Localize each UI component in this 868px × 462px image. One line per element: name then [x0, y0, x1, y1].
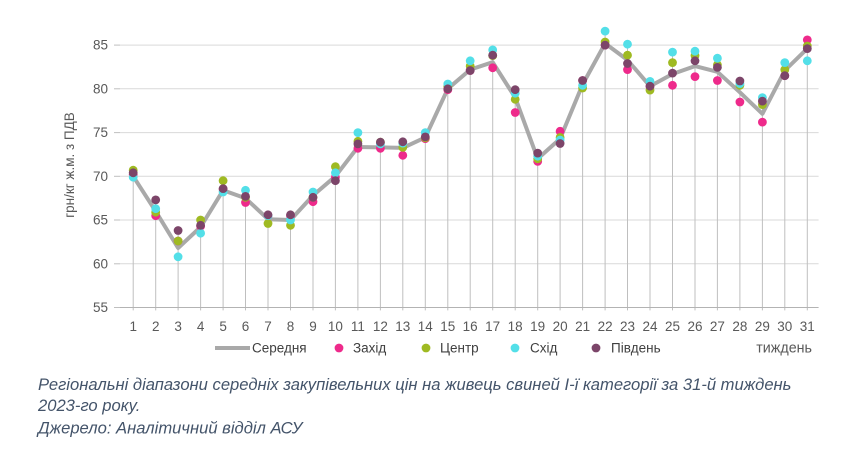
svg-text:грн/кг ж.м. з ПДВ: грн/кг ж.м. з ПДВ [62, 112, 77, 218]
svg-text:26: 26 [687, 319, 702, 334]
svg-text:28: 28 [732, 319, 747, 334]
svg-text:13: 13 [395, 319, 410, 334]
svg-text:14: 14 [418, 319, 434, 334]
svg-text:19: 19 [530, 319, 545, 334]
svg-text:2: 2 [152, 319, 160, 334]
svg-text:16: 16 [463, 319, 478, 334]
svg-text:29: 29 [755, 319, 770, 334]
svg-text:25: 25 [665, 319, 680, 334]
svg-text:23: 23 [620, 319, 635, 334]
svg-text:31: 31 [800, 319, 815, 334]
svg-text:27: 27 [710, 319, 725, 334]
svg-text:65: 65 [93, 213, 108, 228]
svg-text:3: 3 [174, 319, 182, 334]
svg-text:Захід: Захід [353, 341, 386, 356]
svg-text:12: 12 [373, 319, 388, 334]
svg-text:6: 6 [242, 319, 250, 334]
svg-text:60: 60 [93, 256, 108, 271]
svg-text:11: 11 [351, 319, 365, 334]
svg-text:Центр: Центр [440, 341, 479, 356]
svg-text:9: 9 [309, 319, 317, 334]
svg-text:24: 24 [642, 319, 658, 334]
svg-text:Середня: Середня [252, 341, 307, 356]
svg-text:75: 75 [93, 125, 108, 140]
svg-text:5: 5 [219, 319, 227, 334]
svg-text:18: 18 [508, 319, 523, 334]
svg-text:2023-го року.: 2023-го року. [37, 396, 140, 415]
svg-text:Схід: Схід [530, 341, 557, 356]
svg-text:Південь: Південь [611, 341, 661, 356]
svg-text:22: 22 [598, 319, 613, 334]
svg-text:тиждень: тиждень [756, 341, 812, 357]
svg-text:21: 21 [575, 319, 590, 334]
svg-text:15: 15 [440, 319, 455, 334]
svg-text:Джерело: Аналітичний відділ АС: Джерело: Аналітичний відділ АСУ [36, 419, 304, 438]
svg-text:17: 17 [485, 319, 500, 334]
svg-text:10: 10 [328, 319, 343, 334]
svg-text:7: 7 [264, 319, 272, 334]
svg-text:30: 30 [777, 319, 792, 334]
svg-text:4: 4 [197, 319, 205, 334]
svg-text:Регіональні діапазони середніх: Регіональні діапазони середніх закупівел… [38, 375, 791, 394]
svg-text:8: 8 [287, 319, 295, 334]
svg-text:70: 70 [93, 169, 108, 184]
svg-text:20: 20 [553, 319, 568, 334]
svg-text:1: 1 [129, 319, 137, 334]
svg-text:85: 85 [93, 38, 108, 53]
svg-text:80: 80 [93, 81, 108, 96]
svg-text:55: 55 [93, 300, 108, 315]
